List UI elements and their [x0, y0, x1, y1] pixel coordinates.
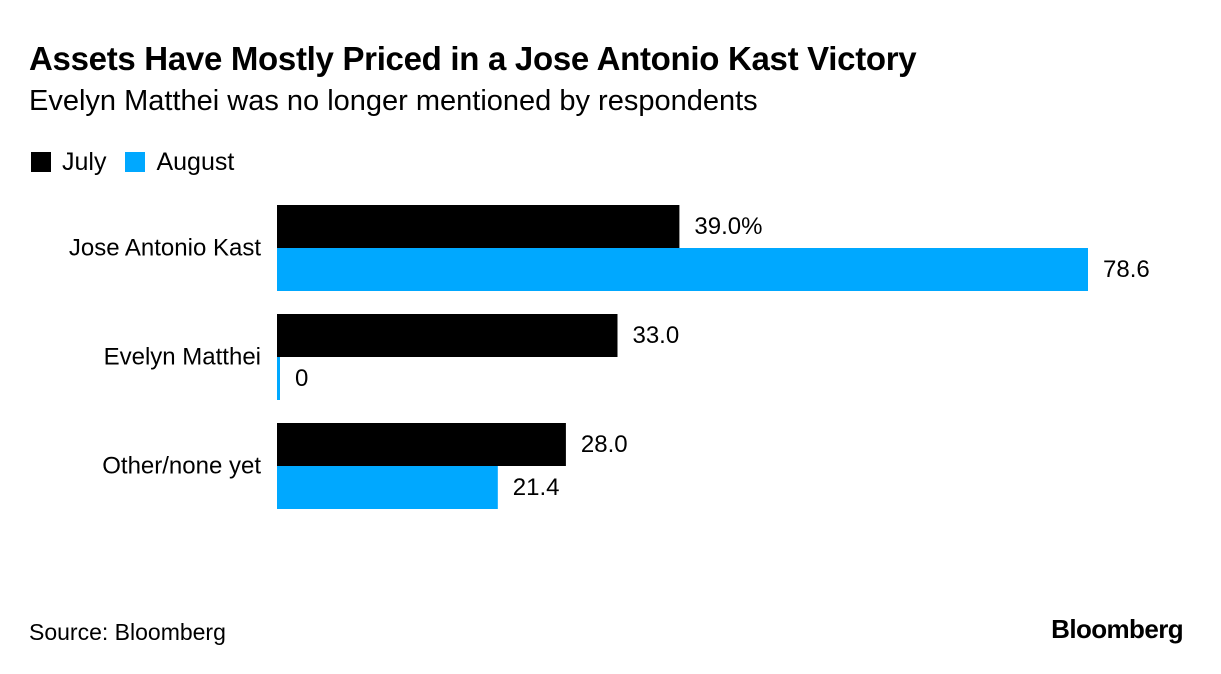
legend-label-july: July — [62, 147, 107, 176]
chart-title: Assets Have Mostly Priced in a Jose Anto… — [29, 40, 917, 77]
legend-swatch-july — [31, 152, 51, 172]
bar-august-other-none-yet — [277, 466, 498, 509]
value-label-july-jose-antonio-kast: 39.0% — [694, 213, 762, 240]
source-note: Source: Bloomberg — [29, 619, 226, 645]
bar-august-jose-antonio-kast — [277, 248, 1088, 291]
bar-august-evelyn-matthei — [277, 357, 280, 400]
value-label-july-evelyn-matthei: 33.0 — [632, 322, 679, 349]
category-label-jose-antonio-kast: Jose Antonio Kast — [69, 235, 261, 262]
legend-label-august: August — [156, 147, 235, 176]
value-label-august-other-none-yet: 21.4 — [513, 474, 560, 501]
bloomberg-logo: Bloomberg — [1051, 614, 1183, 644]
category-label-other-none-yet: Other/none yet — [102, 453, 261, 480]
category-label-evelyn-matthei: Evelyn Matthei — [104, 344, 261, 371]
chart-subtitle: Evelyn Matthei was no longer mentioned b… — [29, 85, 758, 117]
legend-swatch-august — [125, 152, 146, 172]
bar-chart: Jose Antonio Kast 39.0% 78.6 Evelyn Matthei… — [69, 205, 1150, 509]
bar-july-other-none-yet — [277, 423, 566, 466]
bar-july-evelyn-matthei — [277, 314, 618, 357]
legend-item-august: August — [125, 148, 234, 177]
value-label-august-evelyn-matthei: 0 — [295, 365, 308, 392]
legend-item-july: July — [31, 148, 106, 177]
legend: July August — [31, 147, 253, 177]
bar-july-jose-antonio-kast — [277, 205, 680, 248]
value-label-august-jose-antonio-kast: 78.6 — [1103, 256, 1150, 283]
value-label-july-other-none-yet: 28.0 — [581, 431, 628, 458]
